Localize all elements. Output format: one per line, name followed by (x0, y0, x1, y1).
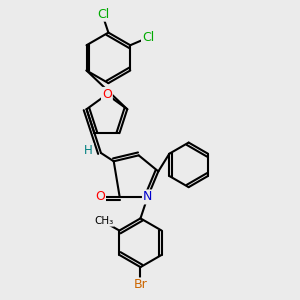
Text: H: H (84, 144, 93, 157)
Text: N: N (143, 190, 152, 203)
Text: Br: Br (134, 278, 147, 291)
Text: O: O (102, 88, 112, 101)
Text: O: O (95, 190, 105, 203)
Text: Cl: Cl (142, 31, 154, 44)
Text: Cl: Cl (97, 8, 109, 21)
Text: CH₃: CH₃ (94, 216, 114, 226)
